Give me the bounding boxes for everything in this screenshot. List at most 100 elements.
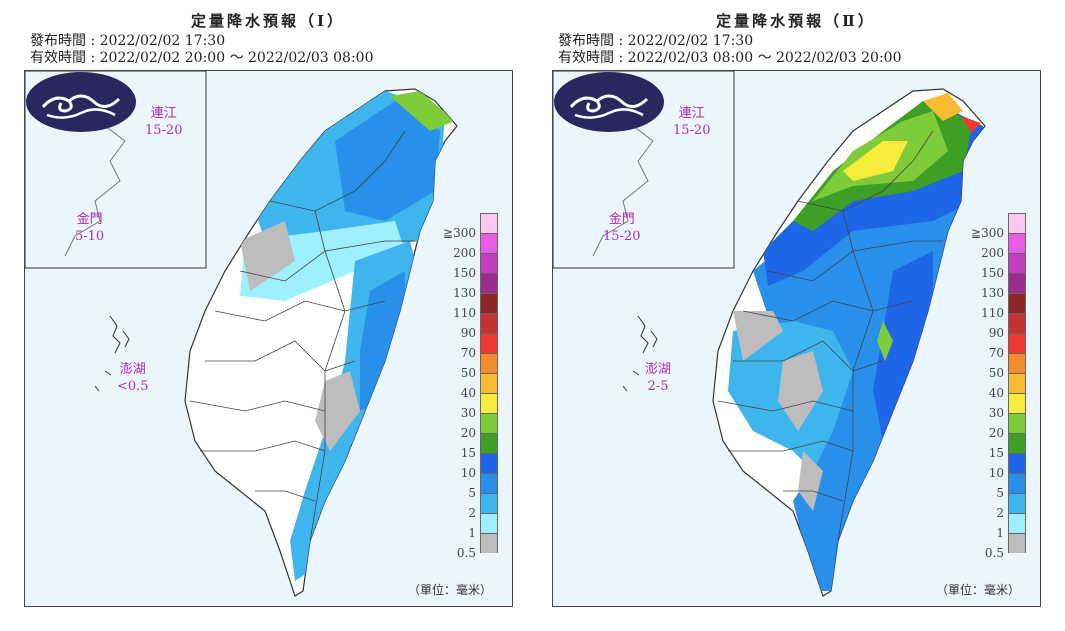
valid-time-line: 有效時間 : 2022/02/02 20:00 ～ 2022/02/03 08:… — [30, 50, 374, 66]
legend-swatch — [480, 373, 498, 393]
legend-label: 30 — [460, 406, 476, 420]
legend-label: 130 — [453, 286, 476, 300]
cwb-logo — [26, 72, 136, 132]
legend-label: 90 — [460, 326, 476, 340]
legend-swatch — [480, 393, 498, 413]
legend-swatch — [1008, 393, 1026, 413]
rainfall-legend: ≧300 200 150 130 110 90 70 50 40 30 20 15 10 5 2 1 0.5 — [443, 213, 500, 560]
valid-time: 2022/02/03 08:00 ～ 2022/02/03 20:00 — [627, 50, 902, 66]
legend-label: 150 — [453, 266, 476, 280]
legend-label: 110 — [981, 306, 1004, 320]
legend-swatch — [480, 433, 498, 453]
legend-swatch — [480, 413, 498, 433]
legend-swatch — [1008, 413, 1026, 433]
legend-swatch — [480, 233, 498, 253]
legend-swatch — [1008, 473, 1026, 493]
legend-label: 90 — [988, 326, 1004, 340]
map-frame: 連江 15-20 金門 5-10 澎湖 <0.5 ≧300 200 150 130 11… — [24, 70, 513, 607]
legend-swatch — [480, 333, 498, 353]
legend-label: 0.5 — [456, 546, 476, 560]
legend-swatch — [1008, 453, 1026, 473]
legend-swatch — [1008, 273, 1026, 293]
legend-swatch — [1008, 373, 1026, 393]
legend-swatch — [1008, 513, 1026, 533]
legend-swatch — [480, 533, 498, 553]
island-label-kinmen: 金門 15-20 — [603, 212, 641, 244]
legend-swatch — [1008, 313, 1026, 333]
legend-swatch — [480, 213, 498, 233]
legend-label: ≧300 — [443, 226, 476, 240]
legend-label: 0.5 — [984, 546, 1004, 560]
legend-swatch — [1008, 433, 1026, 453]
island-label-penghu: 澎湖 2-5 — [645, 362, 672, 394]
issue-time: 2022/02/02 17:30 — [99, 33, 226, 49]
legend-swatch — [1008, 213, 1026, 233]
legend-swatch — [1008, 293, 1026, 313]
legend-label: 40 — [988, 386, 1004, 400]
cwb-logo — [554, 72, 664, 132]
legend-label: 200 — [453, 246, 476, 260]
legend-swatch — [480, 313, 498, 333]
rainfall-legend: ≧300 200 150 130 110 90 70 50 40 30 20 15 10 5 2 1 0.5 — [971, 213, 1028, 560]
rain-areas — [240, 91, 455, 581]
legend-swatch — [1008, 353, 1026, 373]
panel-title: 定量降水預報（Ⅱ） — [716, 12, 876, 30]
legend-label: 15 — [988, 446, 1004, 460]
legend-swatch — [480, 293, 498, 313]
county-borders — [189, 130, 415, 542]
legend-swatch — [480, 473, 498, 493]
legend-swatch — [1008, 333, 1026, 353]
legend-label: 30 — [988, 406, 1004, 420]
penghu-islands — [622, 315, 658, 392]
legend-label: ≧300 — [971, 226, 1004, 240]
valid-label: 有效時間 — [558, 50, 614, 66]
legend-label: 70 — [460, 346, 476, 360]
legend-label: 20 — [460, 426, 476, 440]
valid-time: 2022/02/02 20:00 ～ 2022/02/03 08:00 — [99, 50, 374, 66]
issue-time-line: 發布時間 : 2022/02/02 17:30 — [558, 33, 754, 49]
county-borders — [717, 130, 943, 542]
panel-title: 定量降水預報（Ⅰ） — [190, 12, 346, 30]
legend-label: 5 — [996, 486, 1004, 500]
taiwan-map — [25, 71, 458, 597]
island-label-kinmen: 金門 5-10 — [75, 212, 105, 244]
legend-swatch — [480, 493, 498, 513]
legend-label: 40 — [460, 386, 476, 400]
unit-label: （單位：毫米） — [935, 583, 1020, 597]
legend-label: 50 — [988, 366, 1004, 380]
valid-label: 有效時間 — [30, 50, 86, 66]
legend-swatch — [1008, 533, 1026, 553]
valid-time-line: 有效時間 : 2022/02/03 08:00 ～ 2022/02/03 20:… — [558, 50, 902, 66]
legend-swatch — [480, 353, 498, 373]
legend-label: 1 — [996, 526, 1004, 540]
legend-swatch — [480, 253, 498, 273]
issue-label: 發布時間 — [558, 33, 614, 49]
legend-swatch — [1008, 253, 1026, 273]
legend-label: 110 — [453, 306, 476, 320]
legend-label: 2 — [468, 506, 476, 520]
legend-label: 10 — [988, 466, 1004, 480]
legend-swatch — [1008, 233, 1026, 253]
map-frame: 連江 15-20 金門 15-20 澎湖 2-5 ≧300 200 150 1 30 11… — [552, 70, 1041, 607]
legend-label: 20 — [988, 426, 1004, 440]
issue-label: 發布時間 — [30, 33, 86, 49]
island-label-penghu: 澎湖 <0.5 — [117, 362, 149, 394]
legend-label: 150 — [981, 266, 1004, 280]
legend-swatch — [1008, 493, 1026, 513]
legend-label: 10 — [460, 466, 476, 480]
forecast-panel-2: 定量降水預報（Ⅱ） 發布時間 : 2022/02/02 17:30 有效時間 :… — [546, 0, 1046, 631]
unit-label: （單位：毫米） — [407, 583, 492, 597]
legend-label: 70 — [988, 346, 1004, 360]
legend-label: 15 — [460, 446, 476, 460]
issue-time: 2022/02/02 17:30 — [627, 33, 754, 49]
legend-swatch — [480, 513, 498, 533]
legend-label: 200 — [981, 246, 1004, 260]
rain-areas — [728, 93, 983, 591]
issue-time-line: 發布時間 : 2022/02/02 17:30 — [30, 33, 226, 49]
forecast-panel-1: 定量降水預報（Ⅰ） 發布時間 : 2022/02/02 17:30 有效時間 :… — [18, 0, 518, 631]
penghu-islands — [94, 315, 130, 392]
legend-label: 5 — [468, 486, 476, 500]
taiwan-map — [553, 71, 986, 597]
legend-swatch — [480, 273, 498, 293]
island-label-lienchiang: 連江 15-20 — [673, 106, 711, 138]
